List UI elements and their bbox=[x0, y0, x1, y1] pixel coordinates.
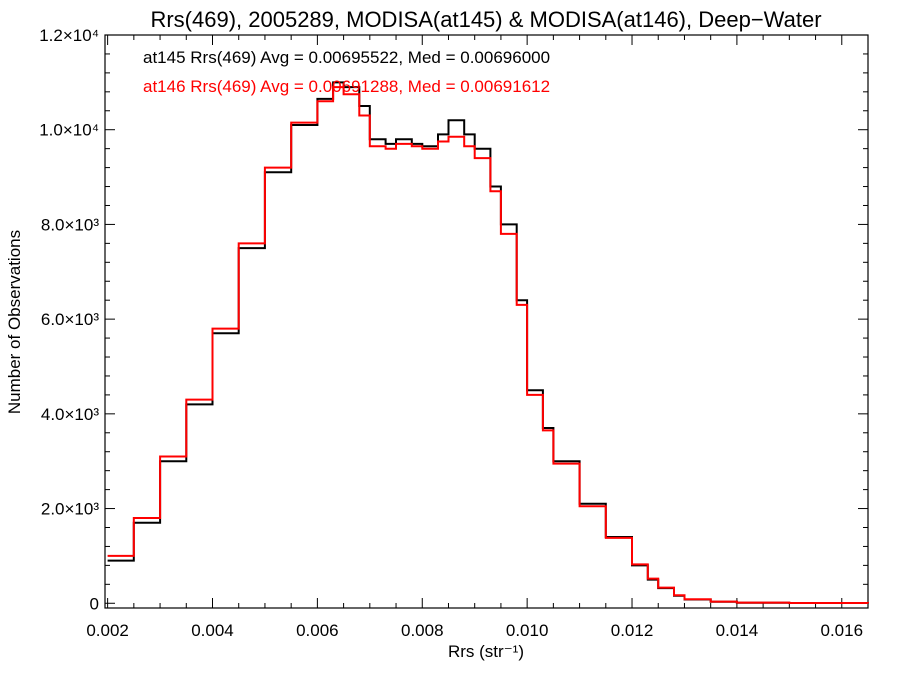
x-tick-label: 0.014 bbox=[716, 621, 759, 640]
stats-annotation-at146: at146 Rrs(469) Avg = 0.00691288, Med = 0… bbox=[143, 77, 550, 96]
y-tick-label: 8.0×10³ bbox=[41, 215, 99, 234]
x-tick-label: 0.008 bbox=[401, 621, 444, 640]
y-tick-label: 1.0×10⁴ bbox=[39, 121, 99, 140]
x-tick-label: 0.010 bbox=[506, 621, 549, 640]
y-tick-label: 4.0×10³ bbox=[41, 405, 99, 424]
y-tick-label: 2.0×10³ bbox=[41, 500, 99, 519]
x-tick-label: 0.002 bbox=[86, 621, 129, 640]
stats-annotation-at145: at145 Rrs(469) Avg = 0.00695522, Med = 0… bbox=[143, 48, 550, 67]
x-tick-label: 0.016 bbox=[821, 621, 864, 640]
y-axis-label: Number of Observations bbox=[5, 230, 24, 414]
x-axis-label: Rrs (str⁻¹) bbox=[448, 642, 524, 661]
plot-frame bbox=[104, 34, 869, 609]
series-at146-line bbox=[107, 86, 869, 604]
chart-title: Rrs(469), 2005289, MODISA(at145) & MODIS… bbox=[150, 7, 821, 32]
x-tick-label: 0.006 bbox=[296, 621, 339, 640]
y-tick-label: 6.0×10³ bbox=[41, 310, 99, 329]
plot-area: 0.002 0.004 0.006 0.008 0.010 0.012 0.014 0.016… bbox=[39, 26, 869, 640]
y-tick-label: 0 bbox=[90, 594, 99, 613]
x-tick-label: 0.004 bbox=[191, 621, 234, 640]
x-tick-label: 0.012 bbox=[611, 621, 654, 640]
series-at145-line bbox=[107, 81, 869, 604]
y-tick-label: 1.2×10⁴ bbox=[39, 26, 99, 45]
